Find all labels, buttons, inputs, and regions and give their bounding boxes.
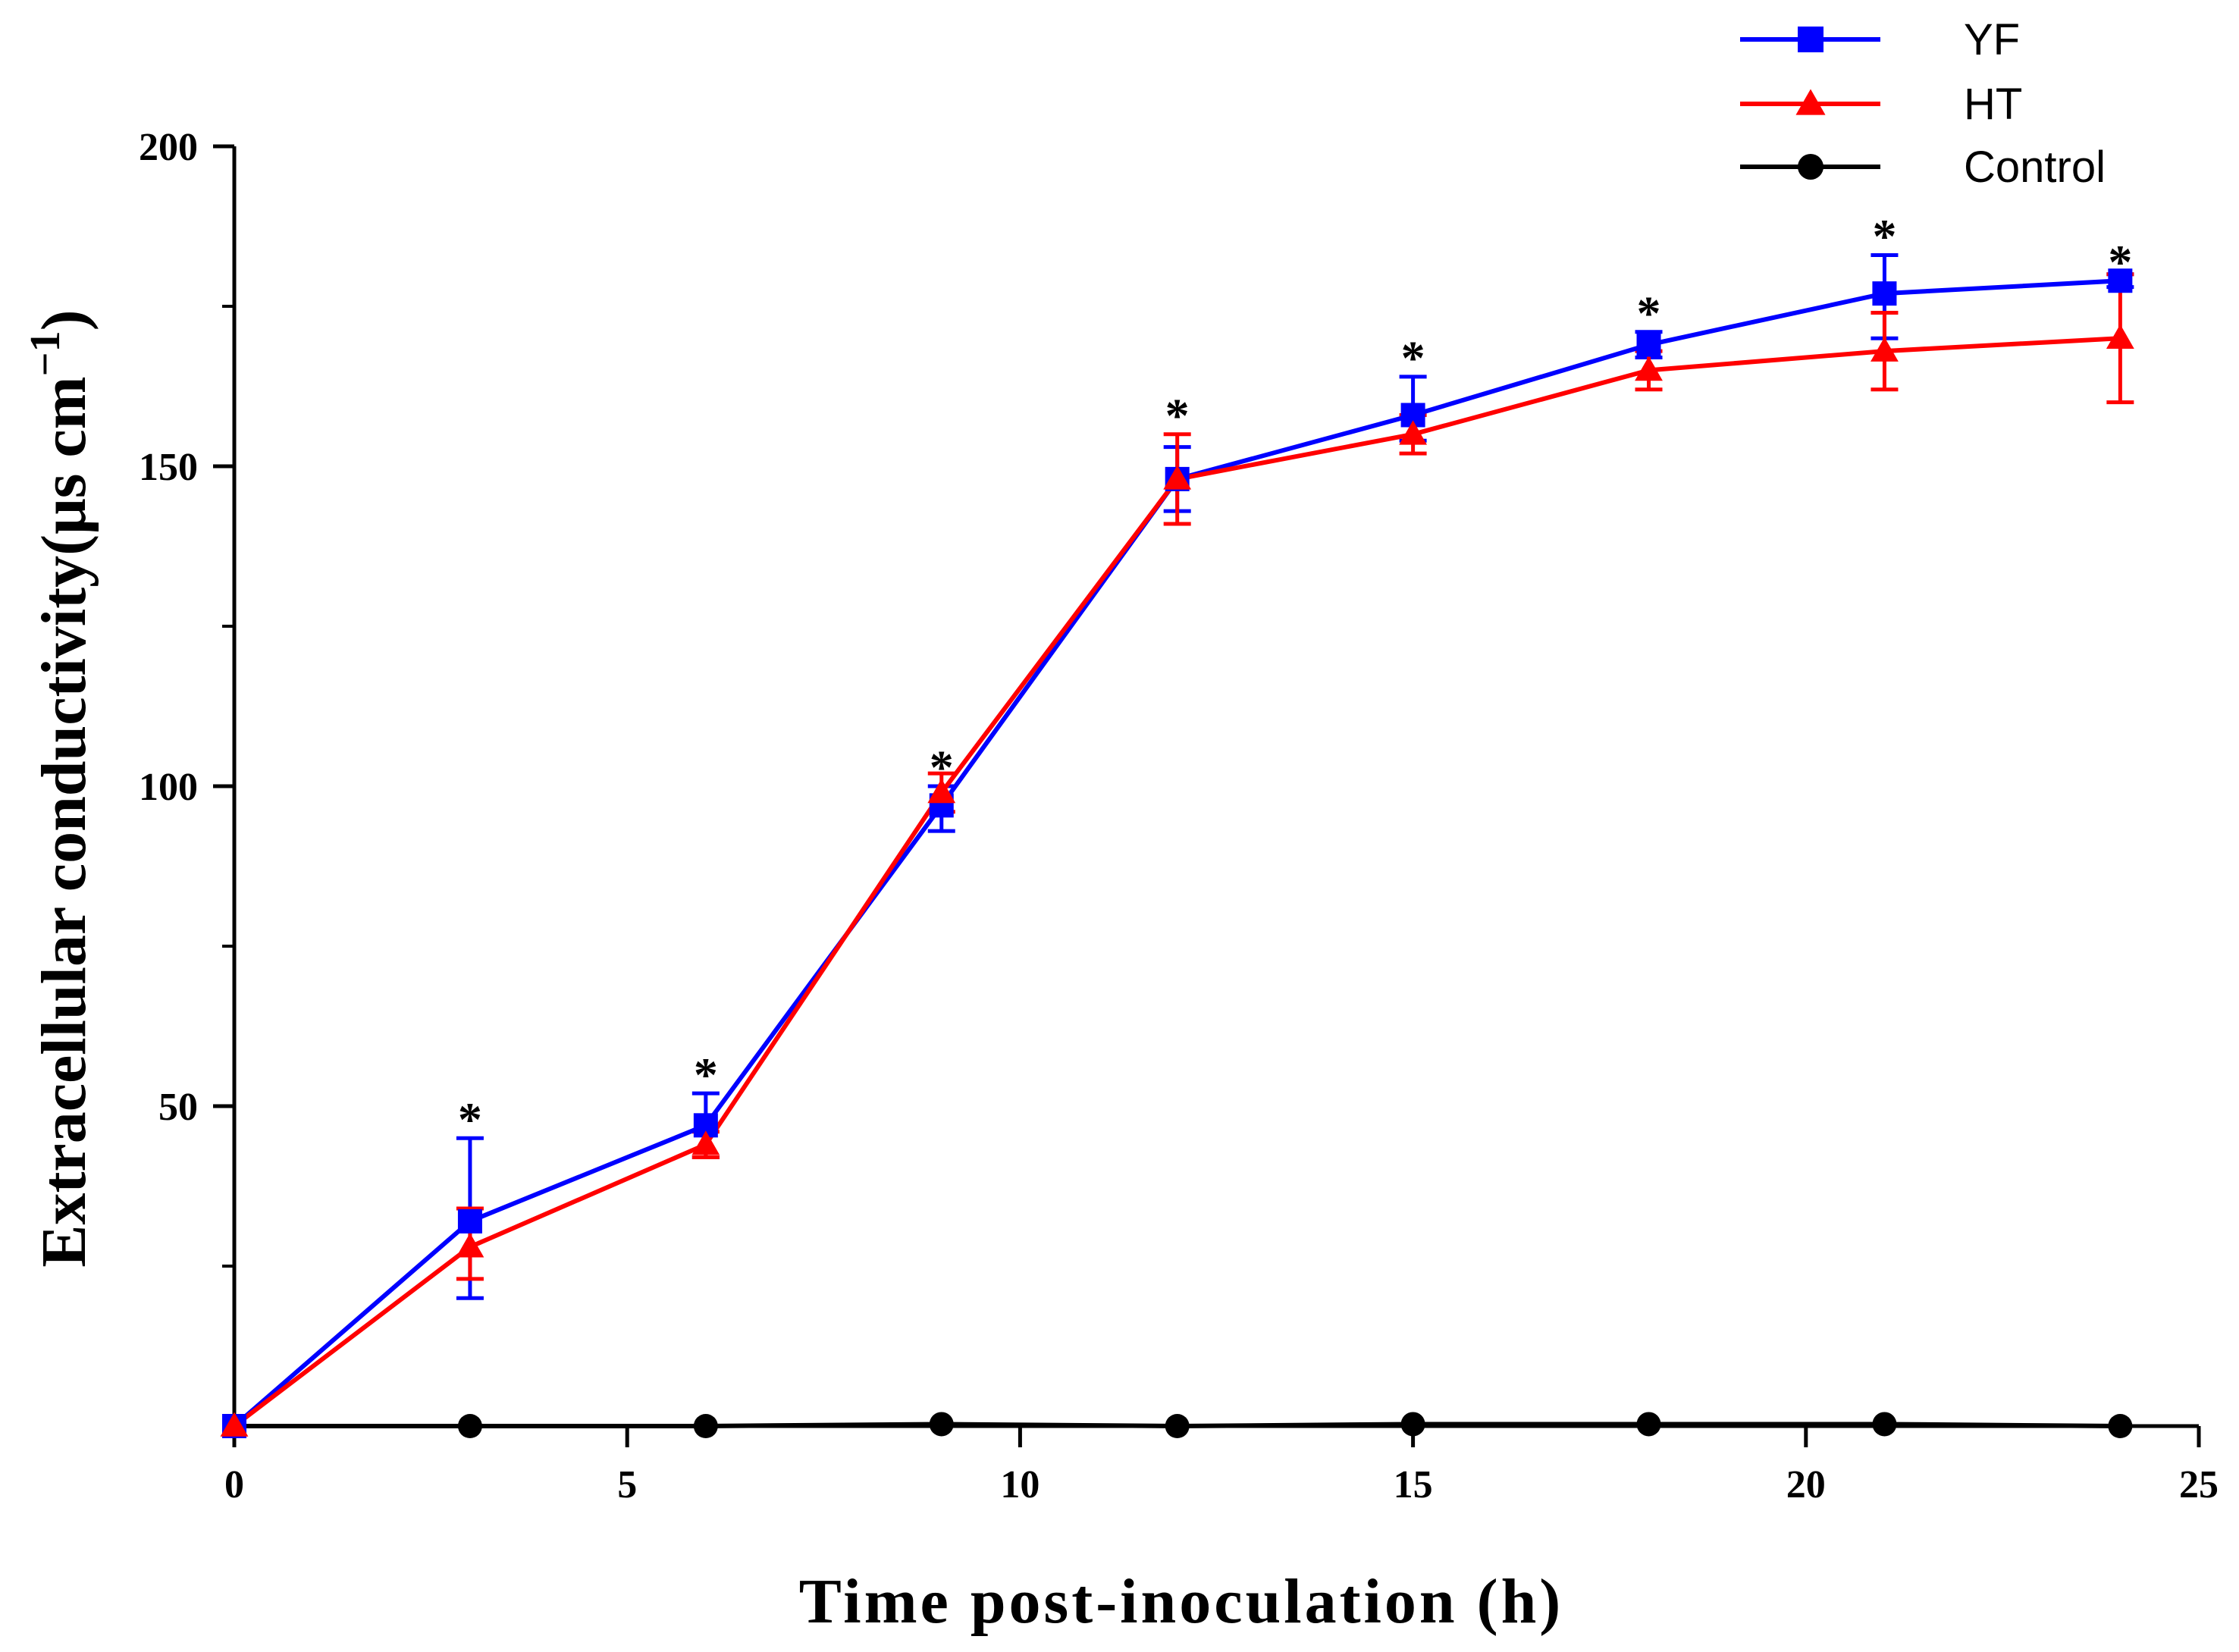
- y-tick-label: 100: [139, 766, 198, 809]
- significance-star: *: [458, 1092, 482, 1146]
- x-axis-title: Time post-inoculation (h): [799, 1566, 1564, 1637]
- legend-ht-label: HT: [1964, 80, 2022, 129]
- significance-star: *: [1637, 286, 1661, 340]
- significance-star: *: [694, 1048, 718, 1102]
- yf-point: [1872, 281, 1897, 306]
- y-tick-label: 50: [158, 1086, 198, 1129]
- significance-annotations: * * * * * * * *: [458, 209, 2132, 1146]
- significance-star: *: [1165, 388, 1190, 442]
- data-markers: [220, 268, 2134, 1438]
- legend-yf-marker: [1798, 27, 1823, 52]
- x-tick-label: 10: [1000, 1463, 1040, 1506]
- significance-star: *: [1872, 209, 1896, 263]
- ht-point: [220, 1412, 249, 1437]
- x-tick-label: 15: [1394, 1463, 1433, 1506]
- legend: YF HT Control: [1740, 15, 2106, 192]
- ht-point: [1871, 337, 1899, 362]
- yf-point: [457, 1208, 482, 1234]
- ht-point: [927, 779, 956, 804]
- ht-point: [691, 1130, 720, 1155]
- control-point: [2108, 1414, 2133, 1438]
- legend-ht-marker: [1795, 89, 1826, 115]
- x-tick-label: 5: [617, 1463, 637, 1506]
- legend-control-marker: [1798, 154, 1823, 180]
- y-tick-label: 150: [139, 446, 198, 489]
- significance-star: *: [2108, 235, 2132, 289]
- x-tick-label: 20: [1786, 1463, 1826, 1506]
- y-tick-label: 200: [139, 126, 198, 169]
- control-point: [1165, 1414, 1190, 1438]
- y-axis-title-exponent: −1: [22, 331, 69, 376]
- yf-point: [2108, 268, 2133, 293]
- ht-point: [2106, 324, 2134, 349]
- y-axis-title-close: ): [29, 309, 99, 331]
- legend-yf-label: YF: [1964, 15, 2020, 64]
- yf-point: [1636, 332, 1661, 357]
- legend-control-label: Control: [1964, 143, 2106, 192]
- significance-star: *: [1401, 331, 1425, 385]
- ht-point: [1399, 420, 1427, 445]
- ht-point: [1635, 356, 1663, 381]
- control-point: [457, 1414, 482, 1438]
- control-point: [693, 1414, 718, 1438]
- ht-point: [1163, 465, 1192, 490]
- significance-star: *: [930, 741, 954, 795]
- x-tick-label: 0: [224, 1463, 244, 1506]
- control-point: [1636, 1412, 1661, 1437]
- ht-point: [456, 1233, 484, 1258]
- control-point: [1400, 1412, 1425, 1437]
- y-axis-title-text: Extracellular conductivity(μs cm: [29, 376, 99, 1267]
- axes: 0 5 10 15 20 25 50 100 150 200: [139, 126, 2219, 1506]
- x-tick-label: 25: [2179, 1463, 2219, 1506]
- control-point: [929, 1412, 954, 1437]
- y-axis-title: Extracellular conductivity(μs cm−1): [22, 309, 99, 1267]
- control-point: [1872, 1412, 1897, 1437]
